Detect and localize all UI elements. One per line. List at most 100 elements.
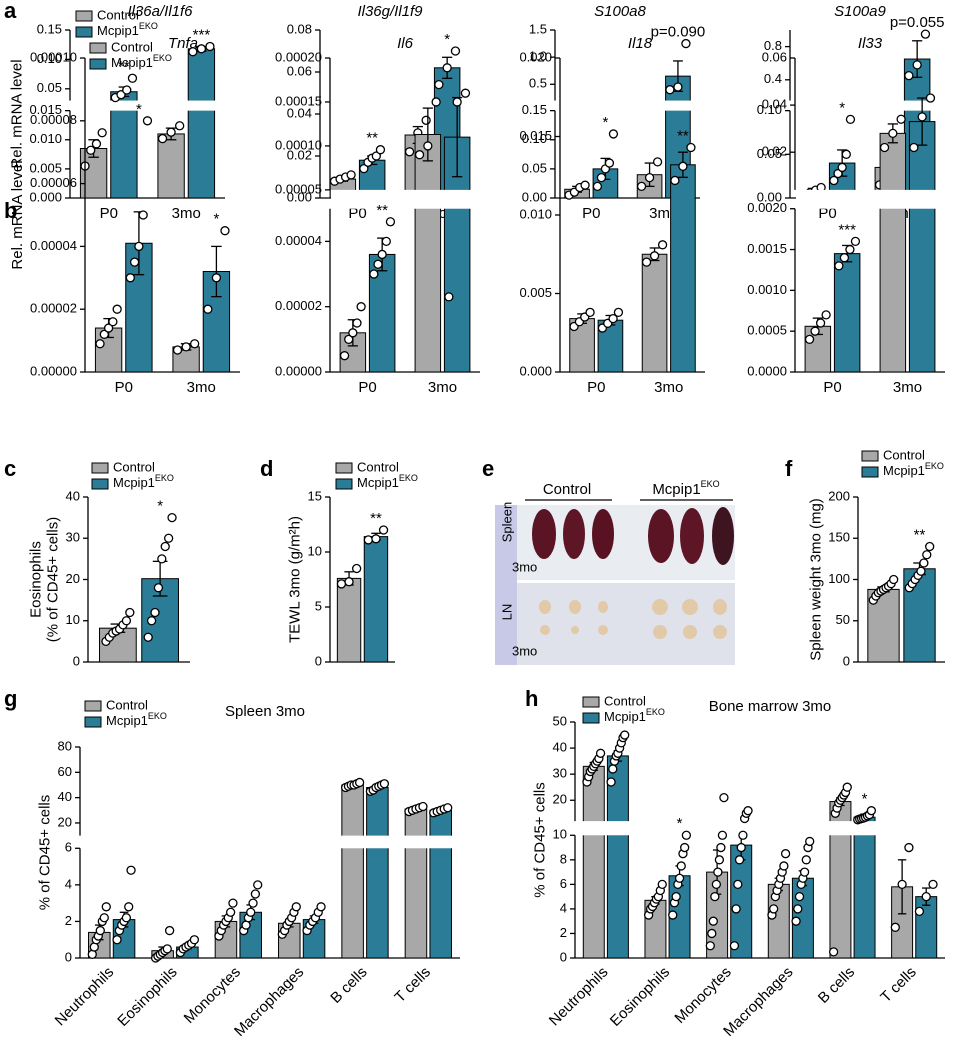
- data-point: [99, 329, 109, 339]
- y-tick-label: 0: [73, 653, 80, 668]
- x-tick-label: 3mo: [187, 379, 216, 396]
- data-point: [845, 114, 856, 125]
- data-point: [291, 902, 301, 912]
- data-point: [181, 342, 191, 352]
- legend-sup: EKO: [148, 711, 167, 721]
- data-point: [162, 944, 172, 954]
- y-tick-label: 0.00002: [30, 301, 77, 316]
- y-tick-label: 0.10: [37, 51, 62, 66]
- y-tick-label: 0.00005: [275, 181, 322, 196]
- axis-break: [796, 189, 950, 209]
- y-axis-label: % of CD45+ cells: [532, 782, 549, 897]
- y-tick-label: 0.05: [522, 160, 547, 175]
- data-point: [444, 292, 454, 302]
- data-point: [163, 533, 174, 543]
- data-point: [160, 541, 170, 552]
- bar: [670, 164, 696, 373]
- legend-swatch: [84, 716, 102, 728]
- panel-letter: g: [4, 686, 17, 711]
- panel-letter: a: [4, 0, 17, 23]
- legend-swatch: [582, 712, 600, 724]
- data-point: [922, 550, 932, 560]
- data-point: [928, 879, 938, 890]
- chart-title: Il6: [397, 35, 414, 52]
- y-axis-label: Eosinophils: [28, 541, 45, 618]
- bar: [908, 121, 936, 373]
- y-tick-label: 150: [828, 530, 850, 545]
- data-point: [676, 861, 686, 871]
- bar: [833, 253, 861, 373]
- data-point: [344, 577, 354, 587]
- data-point: [657, 879, 667, 890]
- significance: *: [157, 498, 163, 515]
- legend-swatch: [75, 26, 93, 38]
- data-point: [580, 180, 590, 190]
- data-point: [734, 855, 745, 865]
- data-point: [793, 904, 803, 914]
- data-point: [356, 302, 366, 312]
- data-point: [810, 326, 820, 336]
- data-point: [769, 904, 779, 914]
- data-point: [649, 251, 660, 261]
- data-point: [375, 145, 386, 155]
- data-point: [418, 801, 428, 812]
- y-tick-label: 60: [58, 764, 72, 779]
- legend-label: Control: [883, 447, 925, 462]
- data-point: [379, 779, 390, 789]
- significance: **: [118, 58, 130, 75]
- y-axis-label: TEWL 3mo (g/m²h): [287, 516, 304, 643]
- bar: [187, 48, 216, 199]
- data-point: [738, 830, 748, 840]
- y-axis-label: (% of CD45+ cells): [45, 517, 62, 642]
- legend-swatch: [91, 462, 109, 474]
- data-point: [604, 158, 615, 168]
- data-point: [99, 913, 109, 923]
- data-point: [717, 830, 728, 840]
- data-point: [889, 574, 899, 585]
- y-tick-label: 6: [65, 840, 72, 855]
- y-tick-label: 0.00010: [30, 49, 77, 64]
- y-tick-label: 10: [308, 543, 322, 558]
- significance: **: [366, 130, 378, 147]
- y-tick-label: 6: [560, 876, 567, 891]
- y-tick-label: 10: [66, 612, 80, 627]
- data-point: [336, 579, 347, 589]
- data-point: [175, 121, 185, 131]
- y-tick-label: 10: [553, 827, 567, 842]
- y-tick-label: 0.15: [37, 21, 62, 36]
- data-point: [904, 842, 914, 853]
- data-point: [608, 129, 619, 139]
- data-point: [657, 240, 668, 250]
- y-tick-label: 0.15: [522, 102, 547, 117]
- y-tick-label: 2: [65, 913, 72, 928]
- legend-sup: EKO: [399, 473, 418, 483]
- data-point: [678, 161, 688, 171]
- data-point: [921, 891, 931, 902]
- data-point: [246, 907, 256, 917]
- legend-swatch: [861, 466, 879, 478]
- y-axis-label: Rel. mRNA level: [9, 160, 26, 269]
- y-tick-label: 30: [66, 530, 80, 545]
- legend-sup: EKO: [925, 461, 944, 471]
- data-point: [211, 273, 222, 283]
- y-tick-label: 4: [65, 876, 72, 891]
- data-point: [121, 616, 132, 626]
- data-point: [850, 236, 861, 247]
- data-point: [595, 748, 606, 758]
- data-point: [866, 806, 877, 816]
- data-point: [371, 534, 381, 544]
- data-point: [339, 351, 350, 361]
- y-tick-label: 200: [828, 488, 850, 503]
- legend-label: Mcpip1EKO: [106, 711, 167, 728]
- x-tick-label: 3mo: [893, 379, 922, 396]
- data-point: [346, 170, 356, 180]
- bar: [641, 253, 668, 373]
- data-point: [138, 210, 148, 220]
- y-tick-label: 30: [553, 766, 567, 781]
- data-point: [801, 855, 811, 865]
- data-point: [153, 583, 164, 593]
- axis-break: [331, 189, 485, 209]
- data-point: [837, 162, 847, 173]
- data-point: [674, 873, 685, 883]
- y-tick-label: 0.04: [762, 97, 787, 112]
